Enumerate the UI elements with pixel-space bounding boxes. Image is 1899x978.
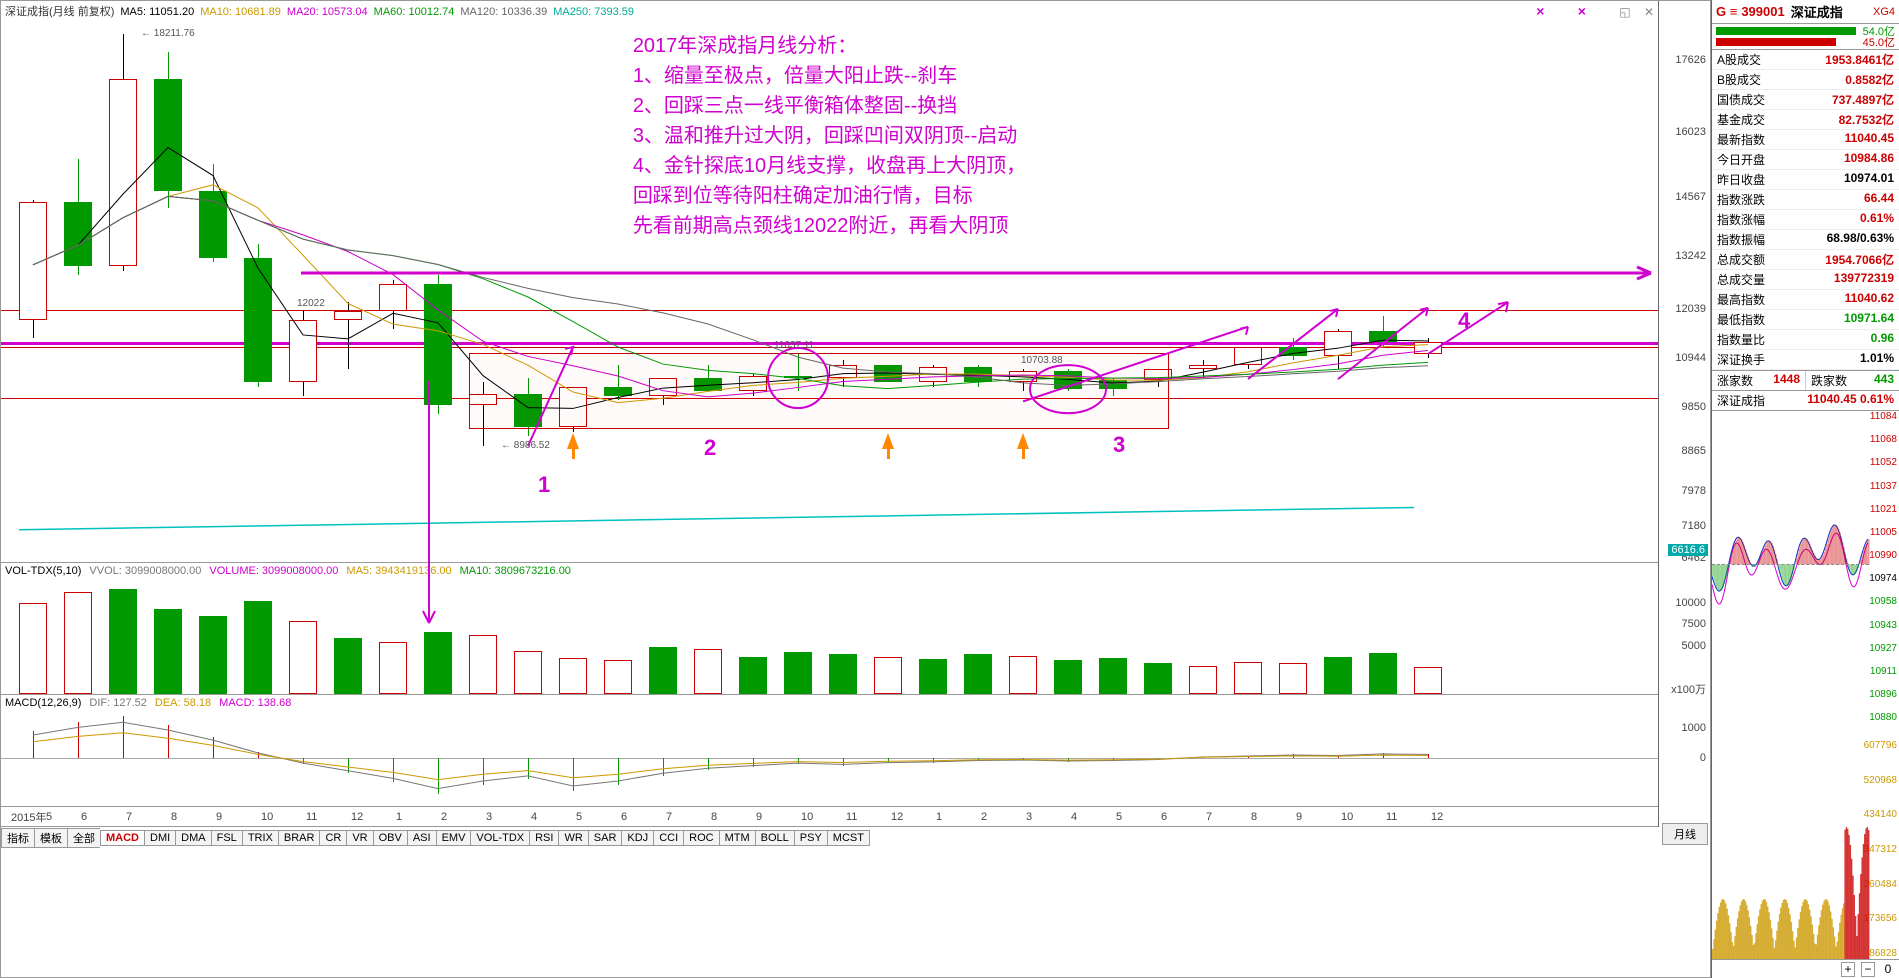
- status-value: 11040.45 0.61%: [1807, 392, 1894, 409]
- macd-pane[interactable]: MACD(12,26,9)DIF: 127.52DEA: 58.18MACD: …: [1, 695, 1658, 807]
- status-row: 深证成指 11040.45 0.61%: [1712, 391, 1899, 411]
- quote-row: B股成交0.8582亿: [1712, 70, 1899, 90]
- indicator-WR[interactable]: WR: [558, 830, 587, 846]
- quote-row: 指数涨幅0.61%: [1712, 210, 1899, 230]
- decliners-value: 443: [1874, 372, 1894, 389]
- indicator-OBV[interactable]: OBV: [373, 830, 407, 846]
- quote-row: 今日开盘10984.86: [1712, 150, 1899, 170]
- indicator-BRAR[interactable]: BRAR: [278, 830, 320, 846]
- symbol-icon: G ≡: [1716, 4, 1737, 19]
- price-pane[interactable]: 1234← 18211.76← 8986.521202211037.111070…: [1, 1, 1658, 563]
- indicator-DMA[interactable]: DMA: [175, 830, 210, 846]
- quote-row: 总成交额1954.7066亿: [1712, 250, 1899, 270]
- indicator-MCST[interactable]: MCST: [827, 830, 870, 846]
- indicator-ROC[interactable]: ROC: [683, 830, 718, 846]
- decliners-label: 跌家数: [1811, 372, 1847, 389]
- indicator-VOL-TDX[interactable]: VOL-TDX: [470, 830, 529, 846]
- quote-row: 最低指数10971.64: [1712, 310, 1899, 330]
- quote-rows: A股成交1953.8461亿B股成交0.8582亿国债成交737.4897亿基金…: [1712, 50, 1899, 370]
- quote-row: 最新指数11040.45: [1712, 130, 1899, 150]
- indicator-row: 指标模板全部MACDDMIDMAFSLTRIXBRARCRVROBVASIEMV…: [1, 827, 1658, 849]
- tab-全部[interactable]: 全部: [67, 828, 100, 848]
- right-panel: G ≡ 399001 深证成指 XG4 54.0亿 45.0亿 A股成交1953…: [1711, 0, 1899, 978]
- mini-chart[interactable]: 1108411068110521103711021110051099010974…: [1712, 411, 1899, 960]
- zoom-label: XG4: [1873, 6, 1895, 18]
- tab-指标[interactable]: 指标: [1, 828, 34, 848]
- zoom-in-button[interactable]: +: [1841, 962, 1855, 977]
- y-axis: 1762616023145671324212039109449850886579…: [1658, 1, 1710, 827]
- analysis-text: 2017年深成指月线分析：1、缩量至极点，倍量大阳止跌--刹车2、回踩三点一线平…: [633, 31, 1026, 241]
- red-ratio-label: 45.0亿: [1863, 34, 1895, 50]
- indicator-FSL[interactable]: FSL: [211, 830, 242, 846]
- quote-row: 指数量比0.96: [1712, 330, 1899, 350]
- indicator-BOLL[interactable]: BOLL: [755, 830, 794, 846]
- indicator-SAR[interactable]: SAR: [588, 830, 622, 846]
- status-name: 深证成指: [1717, 392, 1765, 409]
- index-code: 399001: [1741, 4, 1784, 19]
- advance-decline-row: 涨家数 1448 跌家数 443: [1712, 370, 1899, 391]
- zoom-out-button[interactable]: −: [1861, 962, 1875, 977]
- quote-row: 总成交量139772319: [1712, 270, 1899, 290]
- quote-row: 国债成交737.4897亿: [1712, 90, 1899, 110]
- main-chart-area: 深证成指(月线 前复权)MA5: 11051.20MA10: 10681.89M…: [0, 0, 1711, 978]
- indicator-DMI[interactable]: DMI: [144, 830, 175, 846]
- x-axis: 2015年56789101112123456789101112123456789…: [1, 807, 1658, 827]
- index-name: 深证成指: [1791, 2, 1843, 21]
- period-button[interactable]: 月线: [1662, 823, 1708, 845]
- quote-row: 最高指数11040.62: [1712, 290, 1899, 310]
- indicator-MTM[interactable]: MTM: [719, 830, 755, 846]
- green-ratio-bar: [1716, 27, 1856, 35]
- volume-pane[interactable]: VOL-TDX(5,10)VVOL: 3099008000.00VOLUME: …: [1, 563, 1658, 695]
- zoom-controls: + − 0: [1712, 960, 1899, 978]
- quote-row: 基金成交82.7532亿: [1712, 110, 1899, 130]
- red-ratio-bar: [1716, 38, 1836, 46]
- quote-row: A股成交1953.8461亿: [1712, 50, 1899, 70]
- indicator-MACD[interactable]: MACD: [100, 830, 144, 846]
- tab-模板[interactable]: 模板: [34, 828, 67, 848]
- indicator-KDJ[interactable]: KDJ: [621, 830, 653, 846]
- indicator-TRIX[interactable]: TRIX: [242, 830, 278, 846]
- zoom-value: 0: [1881, 963, 1895, 976]
- indicator-EMV[interactable]: EMV: [436, 830, 471, 846]
- volume-ratio-bars: 54.0亿 45.0亿: [1712, 24, 1899, 50]
- indicator-VR[interactable]: VR: [346, 830, 372, 846]
- quote-row: 指数振幅68.98/0.63%: [1712, 230, 1899, 250]
- advancers-value: 1448: [1773, 372, 1800, 389]
- indicator-CCI[interactable]: CCI: [653, 830, 683, 846]
- indicator-RSI[interactable]: RSI: [529, 830, 558, 846]
- quote-row: 昨日收盘10974.01: [1712, 170, 1899, 190]
- advancers-label: 涨家数: [1717, 372, 1753, 389]
- quote-row: 指数涨跌66.44: [1712, 190, 1899, 210]
- indicator-PSY[interactable]: PSY: [794, 830, 827, 846]
- quote-row: 深证换手1.01%: [1712, 350, 1899, 370]
- panel-header: G ≡ 399001 深证成指 XG4: [1712, 0, 1899, 24]
- indicator-ASI[interactable]: ASI: [407, 830, 436, 846]
- indicator-CR[interactable]: CR: [319, 830, 346, 846]
